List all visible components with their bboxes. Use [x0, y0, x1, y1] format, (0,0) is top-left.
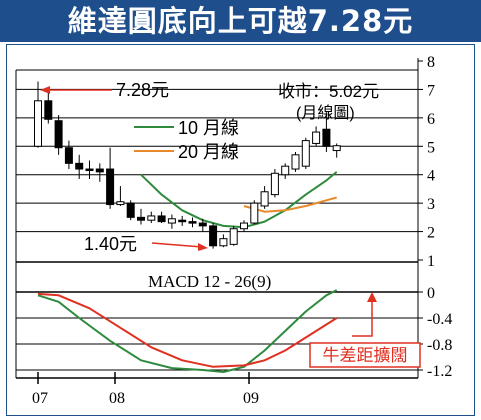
candle-body [250, 202, 259, 224]
price-tick-label: 7 [427, 82, 435, 99]
low-price-annotation: 1.40元 [84, 234, 137, 254]
low-price-arrow [151, 242, 203, 248]
x-tick-label: 09 [243, 390, 259, 407]
candle-body [34, 100, 42, 147]
ma20-line [243, 196, 337, 213]
macd-annotation-label: 牛差距擴闊 [323, 346, 408, 365]
candle-body [44, 100, 53, 120]
macd-title: MACD 12 - 26(9) [148, 272, 271, 291]
candlesticks [34, 81, 341, 249]
macd-tick-label: -0.8 [427, 337, 452, 354]
chart-title: 維達圓底向上可越7.28元 [67, 4, 414, 38]
macd-annotation-box [309, 342, 421, 368]
candle-body [167, 218, 176, 224]
candle-body [64, 147, 73, 164]
x-tick-label: 08 [109, 390, 125, 407]
chart-type-note: (月線圖) [296, 104, 355, 122]
candle-body [270, 172, 279, 196]
price-tick-label: 1 [427, 253, 435, 270]
low-price-arrowhead [198, 243, 208, 251]
candle-body [157, 215, 166, 223]
candle-body [116, 201, 125, 206]
title-bar: 維達圓底向上可越7.28元 [0, 0, 481, 42]
candle-body [147, 215, 156, 221]
candle-body [240, 222, 248, 230]
axes: 1 2 3 4 5 6 7 8 0 -0.4 -0.8 -1.2 07 08 09 [15, 54, 452, 407]
close-price-label: 收市：5.02元 [278, 82, 379, 101]
candle-body [106, 168, 115, 206]
candle-body [75, 162, 84, 170]
signal-line [37, 292, 338, 368]
candle-body [178, 219, 187, 223]
candle-body [332, 145, 341, 152]
chart-frame [6, 44, 475, 416]
candle-body [301, 140, 310, 167]
macd-annotation-arrow [352, 300, 373, 337]
candle-body [95, 168, 104, 173]
candle-body [54, 120, 63, 149]
candle-body [137, 216, 145, 221]
price-tick-label: 6 [427, 111, 435, 128]
price-tick-label: 8 [427, 54, 435, 71]
macd-lines [37, 289, 338, 373]
macd-annotation-arrowhead [367, 292, 377, 302]
high-price-arrowhead [40, 86, 50, 94]
candle-body [260, 191, 269, 207]
high-price-annotation: 7.28元 [116, 80, 169, 100]
candle-body [322, 128, 331, 147]
candle-body [229, 228, 238, 245]
macd-tick-label: -1.2 [427, 363, 452, 380]
macd-line [37, 289, 338, 373]
legend-ma10-label: 10 月線 [178, 118, 239, 138]
x-tick-label: 07 [32, 390, 48, 407]
candle-body [188, 221, 197, 224]
candle-body [291, 154, 300, 170]
candle-body [126, 202, 135, 218]
price-tick-label: 3 [427, 196, 435, 213]
price-tick-label: 4 [427, 168, 435, 185]
price-tick-label: 2 [427, 225, 435, 242]
candle-body [85, 168, 94, 172]
candle-body [281, 165, 290, 176]
price-tick-label: 5 [427, 139, 435, 156]
macd-tick-label: -0.4 [427, 311, 452, 328]
candle-body [312, 131, 321, 144]
candle-body [198, 222, 207, 227]
legend-ma20-label: 20 月線 [178, 142, 239, 162]
candle-body [209, 225, 218, 247]
candle-body [219, 238, 228, 247]
macd-tick-label: 0 [427, 285, 435, 302]
